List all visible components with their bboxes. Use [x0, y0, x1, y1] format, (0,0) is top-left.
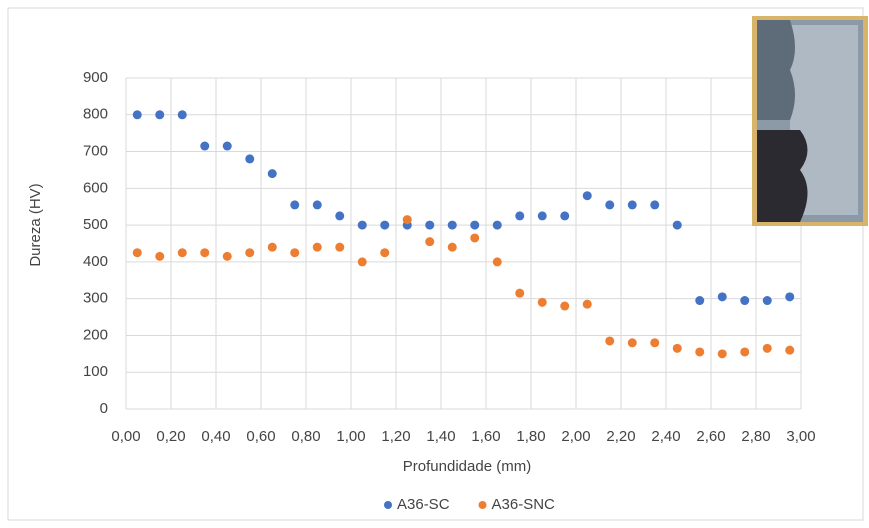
x-tick-label: 0,80 [291, 428, 320, 445]
point [695, 296, 705, 306]
x-tick-label: 1,80 [516, 428, 545, 445]
point [222, 251, 232, 261]
point [267, 169, 277, 179]
y-tick-label: 200 [83, 326, 108, 343]
point [335, 211, 345, 221]
point [582, 299, 592, 309]
point [290, 248, 300, 258]
chart-frame [7, 7, 864, 521]
point [357, 257, 367, 267]
point [132, 110, 142, 120]
point [515, 288, 525, 298]
point [785, 345, 795, 355]
point [290, 200, 300, 210]
point [560, 211, 570, 221]
point [425, 220, 435, 230]
x-tick-label: 1,00 [336, 428, 365, 445]
point [627, 200, 637, 210]
x-tick-label: 3,00 [786, 428, 815, 445]
y-axis-title: Dureza (HV) [27, 183, 44, 266]
point [425, 237, 435, 247]
point [222, 141, 232, 151]
point [740, 296, 750, 306]
legend-marker [478, 501, 487, 509]
point [402, 215, 412, 225]
point [537, 211, 547, 221]
x-tick-label: 2,00 [561, 428, 590, 445]
point [380, 220, 390, 230]
point [717, 292, 727, 302]
point [762, 296, 772, 306]
point [177, 110, 187, 120]
x-tick-label: 1,60 [471, 428, 500, 445]
point [785, 292, 795, 302]
point [762, 343, 772, 353]
point [627, 338, 637, 348]
point [582, 191, 592, 201]
point [560, 301, 570, 311]
point [470, 233, 480, 243]
x-tick-label: 1,20 [381, 428, 410, 445]
y-tick-label: 0 [100, 400, 108, 417]
x-tick-label: 2,60 [696, 428, 725, 445]
point [672, 343, 682, 353]
x-tick-label: 0,40 [201, 428, 230, 445]
legend-marker [384, 501, 392, 509]
point [177, 248, 187, 258]
point [447, 220, 457, 230]
point [447, 242, 457, 252]
y-tick-label: 900 [83, 69, 108, 86]
plot: 0 100 200 300 400 500 600 700 800 900 0,00 0,20 0,40… [83, 69, 816, 445]
point [200, 248, 210, 258]
point [717, 349, 727, 359]
y-tick-label: 300 [83, 290, 108, 307]
point [312, 200, 322, 210]
x-axis-title: Profundidade (mm) [403, 458, 531, 475]
x-tick-label: 2,20 [606, 428, 635, 445]
point [492, 220, 502, 230]
point [650, 338, 660, 348]
x-tick-label: 0,60 [246, 428, 275, 445]
legend-label: A36-SC [397, 496, 450, 513]
point [132, 248, 142, 258]
x-tick-label: 1,40 [426, 428, 455, 445]
point [650, 200, 660, 210]
point [245, 154, 255, 164]
x-tick-label: 2,40 [651, 428, 680, 445]
point [155, 110, 165, 120]
photo-mid [757, 20, 795, 120]
x-tick-label: 2,80 [741, 428, 770, 445]
point [357, 220, 367, 230]
y-tick-label: 500 [83, 216, 108, 233]
point [335, 242, 345, 252]
point [155, 251, 165, 261]
point [672, 220, 682, 230]
y-tick-label: 600 [83, 179, 108, 196]
legend-label: A36-SNC [492, 496, 556, 513]
photo-dark [757, 130, 808, 222]
y-tick-label: 700 [83, 143, 108, 160]
point [380, 248, 390, 258]
point [605, 200, 615, 210]
point [605, 336, 615, 346]
point [740, 347, 750, 357]
point [312, 242, 322, 252]
point [515, 211, 525, 221]
point [200, 141, 210, 151]
x-tick-label: 0,00 [111, 428, 140, 445]
point [470, 220, 480, 230]
point [492, 257, 502, 267]
x-tick-label: 0,20 [156, 428, 185, 445]
point [267, 242, 277, 252]
y-tick-label: 100 [83, 363, 108, 380]
point [695, 347, 705, 357]
point [537, 297, 547, 307]
y-tick-label: 400 [83, 253, 108, 270]
inset-photo [752, 16, 868, 226]
point [245, 248, 255, 258]
y-tick-label: 800 [83, 106, 108, 123]
